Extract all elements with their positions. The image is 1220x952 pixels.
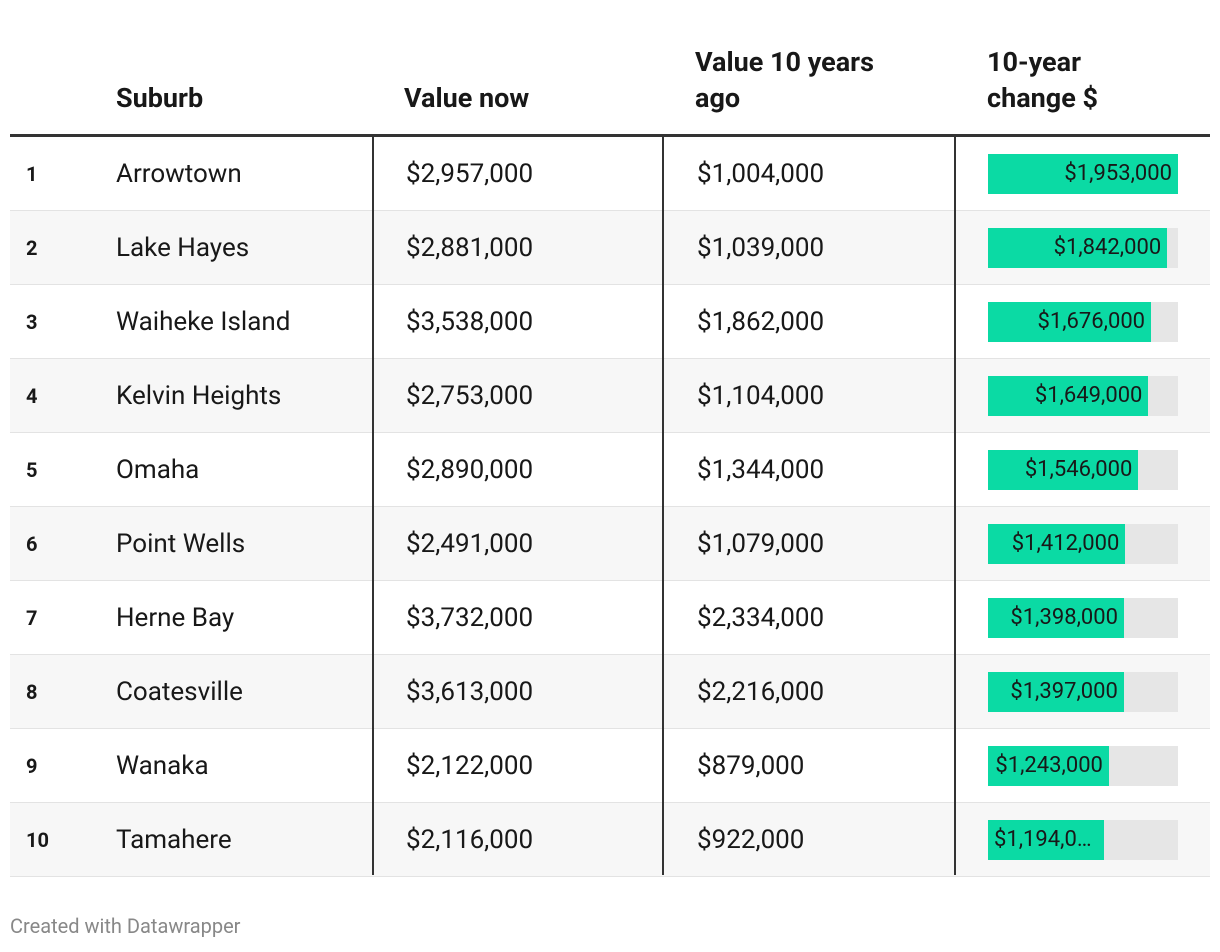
rank: 5: [26, 458, 38, 482]
suburb: Point Wells: [116, 529, 246, 559]
value-10y-ago: $1,104,000: [697, 381, 825, 411]
table-row: 2 Lake Hayes $2,881,000 $1,039,000 $1,842,00…: [10, 211, 1210, 285]
value-10y-ago: $879,000: [697, 751, 805, 781]
table-row: 1 Arrowtown $2,957,000 $1,004,000 $1,953,000: [10, 137, 1210, 211]
value-now: $3,732,000: [406, 603, 534, 633]
header-row: Suburb Value now Value 10 years ago 10-y…: [10, 0, 1210, 137]
bar-track: $1,953,000: [988, 154, 1178, 194]
bar-track: $1,398,000: [988, 598, 1178, 638]
table-row: 6 Point Wells $2,491,000 $1,079,000 $1,412,0…: [10, 507, 1210, 581]
rank: 10: [26, 828, 49, 852]
column-divider: [372, 137, 374, 875]
value-now: $2,122,000: [406, 751, 534, 781]
change-label: $1,953,000: [1064, 161, 1172, 186]
bar-track: $1,842,000: [988, 228, 1178, 268]
rank: 2: [26, 236, 38, 260]
bar-track: $1,649,000: [988, 376, 1178, 416]
column-divider: [954, 137, 956, 875]
rank: 6: [26, 532, 38, 556]
change-bar: $1,398,000: [988, 598, 1124, 638]
change-bar: $1,194,000: [988, 820, 1105, 860]
table-row: 3 Waiheke Island $3,538,000 $1,862,000 $1,67…: [10, 285, 1210, 359]
value-now: $2,116,000: [406, 825, 534, 855]
table-row: 7 Herne Bay $3,732,000 $2,334,000 $1,398,000: [10, 581, 1210, 655]
change-label: $1,546,000: [1024, 457, 1133, 482]
change-bar: $1,243,000: [988, 746, 1109, 786]
value-10y-ago: $1,004,000: [697, 159, 825, 189]
bar-track: $1,412,000: [988, 524, 1178, 564]
change-bar: $1,842,000: [988, 228, 1168, 268]
bar-track: $1,243,000: [988, 746, 1178, 786]
change-label: $1,649,000: [1034, 383, 1143, 408]
value-10y-ago: $922,000: [697, 825, 805, 855]
change-bar: $1,649,000: [988, 376, 1149, 416]
change-label: $1,842,000: [1053, 235, 1162, 260]
suburb: Waiheke Island: [116, 307, 291, 337]
suburb: Arrowtown: [116, 159, 242, 189]
column-divider: [662, 137, 664, 875]
suburb: Omaha: [116, 455, 200, 485]
value-10y-ago: $1,079,000: [697, 529, 825, 559]
value-now: $2,890,000: [406, 455, 534, 485]
table-row: 10 Tamahere $2,116,000 $922,000 $1,194,000: [10, 803, 1210, 877]
value-10y-ago: $1,344,000: [697, 455, 825, 485]
change-bar: $1,953,000: [988, 154, 1178, 194]
column-header: 10-year change $: [987, 46, 1098, 114]
change-bar: $1,676,000: [988, 302, 1152, 342]
suburb: Tamahere: [116, 825, 232, 855]
rank: 9: [26, 754, 38, 778]
suburb: Coatesville: [116, 677, 243, 707]
change-label: $1,397,000: [1010, 679, 1118, 704]
change-bar: $1,397,000: [988, 672, 1124, 712]
change-label: $1,398,000: [1010, 605, 1118, 630]
bar-track: $1,676,000: [988, 302, 1178, 342]
bar-track: $1,194,000: [988, 820, 1178, 860]
value-10y-ago: $2,216,000: [697, 677, 825, 707]
value-10y-ago: $1,039,000: [697, 233, 825, 263]
column-header: Suburb: [116, 82, 204, 114]
value-now: $2,881,000: [406, 233, 534, 263]
column-header: Value now: [404, 82, 530, 114]
rank: 4: [26, 384, 38, 408]
bar-track: $1,397,000: [988, 672, 1178, 712]
suburb: Lake Hayes: [116, 233, 250, 263]
value-now: $2,957,000: [406, 159, 534, 189]
table-row: 4 Kelvin Heights $2,753,000 $1,104,000 $1,64…: [10, 359, 1210, 433]
change-label: $1,243,000: [995, 753, 1103, 778]
table-row: 5 Omaha $2,890,000 $1,344,000 $1,546,000: [10, 433, 1210, 507]
change-bar: $1,546,000: [988, 450, 1139, 490]
bar-track: $1,546,000: [988, 450, 1178, 490]
rank: 1: [26, 162, 38, 186]
change-label: $1,194,000: [994, 827, 1102, 852]
change-label: $1,412,000: [1011, 531, 1120, 556]
footer: Created with Datawrapper: [10, 914, 241, 938]
value-now: $3,613,000: [406, 677, 534, 707]
table-row: 9 Wanaka $2,122,000 $879,000 $1,243,000: [10, 729, 1210, 803]
value-now: $2,491,000: [406, 529, 534, 559]
rank: 7: [26, 606, 38, 630]
value-now: $3,538,000: [406, 307, 534, 337]
rank: 3: [26, 310, 38, 334]
suburb: Herne Bay: [116, 603, 235, 633]
suburb: Wanaka: [116, 751, 209, 781]
value-now: $2,753,000: [406, 381, 534, 411]
value-10y-ago: $2,334,000: [697, 603, 825, 633]
change-label: $1,676,000: [1037, 309, 1146, 334]
column-header: Value 10 years ago: [695, 46, 874, 114]
table-row: 8 Coatesville $3,613,000 $2,216,000 $1,397,0…: [10, 655, 1210, 729]
change-bar: $1,412,000: [988, 524, 1126, 564]
suburb: Kelvin Heights: [116, 381, 282, 411]
value-10y-ago: $1,862,000: [697, 307, 825, 337]
rank: 8: [26, 680, 38, 704]
